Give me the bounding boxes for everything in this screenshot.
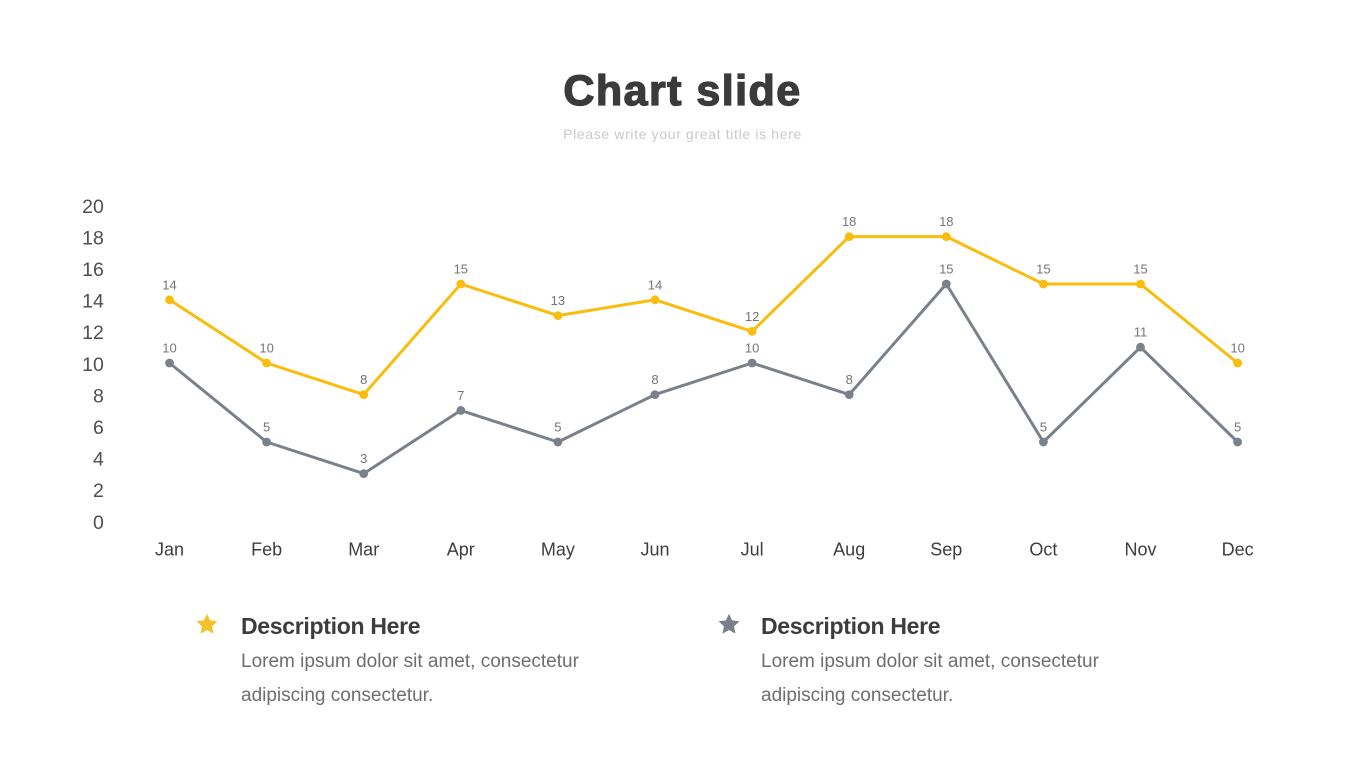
svg-text:3: 3 [360, 451, 367, 466]
svg-text:5: 5 [1234, 420, 1241, 435]
svg-text:Feb: Feb [251, 540, 282, 560]
svg-text:18: 18 [842, 214, 856, 229]
svg-text:10: 10 [1230, 341, 1244, 356]
svg-text:Jan: Jan [155, 540, 184, 560]
svg-text:Sep: Sep [930, 540, 962, 560]
svg-text:Jun: Jun [640, 540, 669, 560]
svg-text:12: 12 [745, 309, 759, 324]
svg-text:0: 0 [93, 512, 104, 534]
svg-text:Aug: Aug [833, 540, 865, 560]
svg-text:Dec: Dec [1222, 540, 1254, 560]
svg-text:5: 5 [263, 420, 270, 435]
svg-text:18: 18 [82, 227, 104, 249]
svg-text:15: 15 [1133, 262, 1147, 277]
svg-text:8: 8 [846, 372, 853, 387]
svg-text:11: 11 [1134, 325, 1148, 340]
svg-text:13: 13 [551, 293, 565, 308]
svg-text:10: 10 [259, 341, 273, 356]
svg-text:10: 10 [162, 341, 176, 356]
svg-text:Nov: Nov [1124, 540, 1156, 560]
svg-text:10: 10 [745, 341, 759, 356]
svg-text:May: May [541, 540, 575, 560]
svg-text:8: 8 [360, 372, 367, 387]
svg-text:16: 16 [82, 259, 104, 281]
svg-text:2: 2 [93, 480, 104, 502]
svg-text:15: 15 [1036, 262, 1050, 277]
svg-text:14: 14 [82, 291, 104, 313]
svg-text:5: 5 [1040, 420, 1047, 435]
svg-text:5: 5 [554, 420, 561, 435]
svg-text:10: 10 [82, 354, 104, 376]
svg-text:20: 20 [82, 196, 104, 218]
svg-text:4: 4 [93, 449, 104, 471]
svg-text:Oct: Oct [1029, 540, 1057, 560]
svg-text:12: 12 [82, 322, 104, 344]
svg-text:14: 14 [648, 277, 662, 292]
svg-text:15: 15 [454, 262, 468, 277]
svg-text:7: 7 [457, 388, 464, 403]
svg-text:15: 15 [939, 262, 953, 277]
svg-text:6: 6 [93, 417, 104, 439]
svg-text:8: 8 [651, 372, 658, 387]
svg-text:Jul: Jul [741, 540, 764, 560]
svg-text:8: 8 [93, 385, 104, 407]
svg-text:14: 14 [162, 277, 176, 292]
svg-text:18: 18 [939, 214, 953, 229]
svg-text:Apr: Apr [447, 540, 475, 560]
svg-text:Mar: Mar [348, 540, 379, 560]
